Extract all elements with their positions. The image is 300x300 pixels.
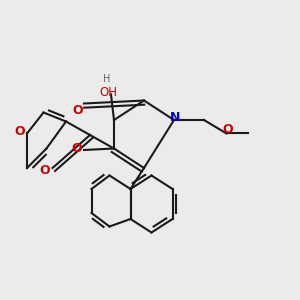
Text: OH: OH bbox=[99, 86, 117, 100]
Text: O: O bbox=[73, 104, 83, 118]
Text: N: N bbox=[170, 111, 181, 124]
Text: H: H bbox=[103, 74, 110, 85]
Text: O: O bbox=[14, 125, 25, 139]
Text: O: O bbox=[40, 164, 50, 177]
Text: O: O bbox=[223, 123, 233, 136]
Text: O: O bbox=[71, 142, 82, 155]
